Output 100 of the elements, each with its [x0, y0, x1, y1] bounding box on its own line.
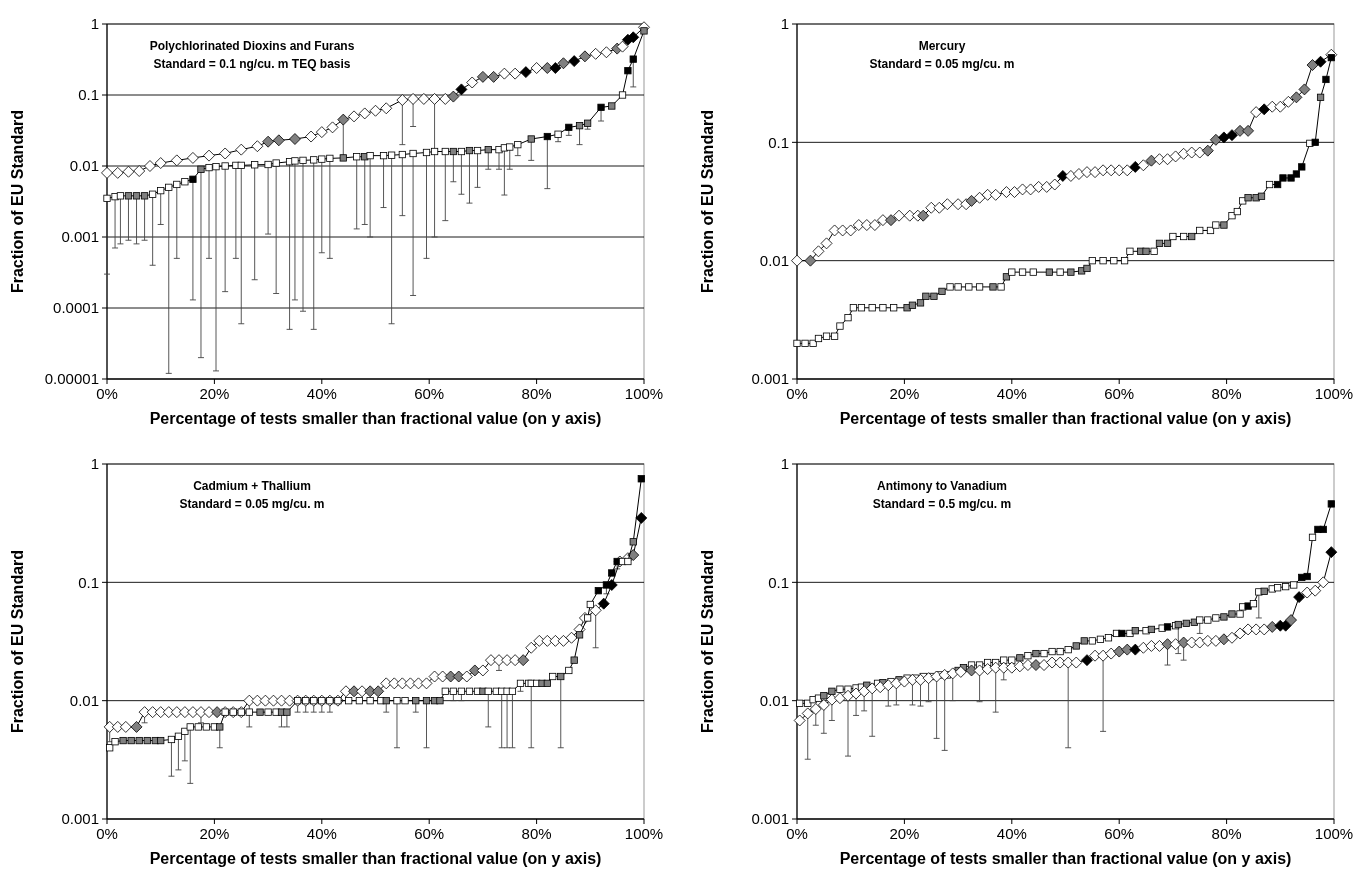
- y-tick-label: 0.0001: [53, 299, 99, 317]
- point: [498, 67, 511, 80]
- point: [441, 147, 449, 156]
- point: [447, 90, 460, 103]
- x-tick-label: 100%: [624, 825, 664, 842]
- point: [618, 91, 627, 99]
- point: [339, 154, 347, 162]
- point: [358, 107, 371, 120]
- y-tick-label: 1: [780, 455, 789, 473]
- x-tick-label: 20%: [199, 385, 230, 402]
- point: [133, 165, 146, 177]
- point: [640, 27, 648, 35]
- point: [369, 104, 382, 117]
- point: [235, 143, 248, 156]
- y-tick-label: 0.01: [759, 251, 789, 269]
- y-tick-label: 0.001: [61, 228, 99, 246]
- point: [326, 121, 339, 134]
- x-tick-label: 40%: [306, 385, 337, 402]
- y-tick-label: 1: [90, 15, 99, 33]
- x-tick-label: 40%: [306, 825, 337, 842]
- point: [187, 152, 199, 164]
- x-tick-label: 60%: [414, 825, 445, 842]
- text: Polychlorinated Dioxins and Furans: [149, 39, 355, 53]
- point: [396, 94, 409, 106]
- point: [170, 154, 183, 167]
- point: [455, 83, 468, 96]
- x-tick-label: 20%: [889, 385, 920, 402]
- point: [315, 126, 328, 139]
- point: [264, 160, 272, 169]
- point: [305, 130, 317, 143]
- x-tick-label: 100%: [1314, 825, 1354, 842]
- x-tick-label: 0%: [96, 385, 118, 402]
- point: [289, 133, 301, 145]
- point: [509, 67, 522, 80]
- point: [568, 55, 581, 68]
- point: [608, 102, 616, 110]
- x-tick-label: 0%: [96, 825, 118, 842]
- x-tick-label: 80%: [521, 825, 552, 842]
- point: [409, 149, 417, 158]
- point: [465, 146, 474, 155]
- point: [181, 178, 189, 186]
- x-axis-title: Percentage of tests smaller than fractional value (on y axis): [839, 850, 1292, 867]
- y-tick-label: 0.001: [751, 810, 789, 828]
- text: Standard = 0.5 mg/cu. m: [872, 497, 1012, 511]
- point: [251, 140, 264, 153]
- x-axis-title: Percentage of tests smaller than fractional value (on y axis): [149, 850, 602, 867]
- x-tick-label: 60%: [1104, 825, 1135, 842]
- y-axis-title: Fraction of EU Standard: [699, 549, 716, 734]
- x-axis-title: Percentage of tests smaller than fractional value (on y axis): [149, 410, 602, 427]
- text: Standard = 0.05 mg/cu. m: [869, 57, 1015, 71]
- y-tick-label: 0.1: [768, 573, 789, 591]
- x-tick-label: 60%: [414, 385, 445, 402]
- text: Mercury: [918, 39, 966, 53]
- x-tick-label: 0%: [786, 385, 808, 402]
- point: [589, 47, 602, 60]
- point: [428, 93, 441, 105]
- text: Standard = 0.1 ng/cu. m TEQ basis: [153, 57, 351, 71]
- x-tick-label: 80%: [521, 385, 552, 402]
- x-tick-label: 20%: [199, 825, 230, 842]
- point: [549, 62, 562, 74]
- point: [519, 66, 532, 79]
- text: Antimony to Vanadium: [876, 479, 1007, 493]
- y-axis-title: Fraction of EU Standard: [9, 109, 26, 294]
- text: Standard = 0.05 mg/cu. m: [179, 497, 325, 511]
- point: [101, 166, 113, 179]
- point: [219, 147, 232, 160]
- point: [144, 160, 156, 172]
- point: [407, 93, 419, 105]
- point: [398, 150, 406, 159]
- point: [543, 132, 551, 141]
- y-axis-title: Fraction of EU Standard: [9, 549, 26, 734]
- point: [457, 147, 466, 156]
- point: [417, 93, 430, 105]
- x-tick-label: 20%: [889, 825, 920, 842]
- point: [439, 93, 452, 105]
- x-tick-label: 40%: [996, 825, 1027, 842]
- y-tick-label: 1: [780, 15, 789, 33]
- point: [449, 147, 457, 156]
- text: Cadmium + Thallium: [193, 479, 311, 493]
- x-tick-label: 80%: [1211, 825, 1242, 842]
- point: [422, 148, 431, 157]
- point: [466, 76, 479, 89]
- point: [473, 146, 482, 155]
- point: [348, 110, 360, 123]
- y-tick-label: 0.00001: [44, 370, 99, 388]
- x-tick-label: 0%: [786, 825, 808, 842]
- point: [624, 67, 632, 75]
- point: [154, 157, 167, 169]
- y-tick-label: 0.1: [768, 133, 789, 151]
- x-tick-label: 40%: [996, 385, 1027, 402]
- point: [272, 134, 285, 147]
- y-axis-title: Fraction of EU Standard: [699, 109, 716, 294]
- point: [262, 135, 274, 148]
- y-tick-label: 0.01: [69, 691, 99, 709]
- point: [430, 147, 439, 156]
- point: [122, 165, 135, 178]
- y-tick-label: 0.1: [78, 573, 99, 591]
- point: [173, 180, 181, 189]
- point: [111, 166, 124, 179]
- point: [600, 46, 613, 59]
